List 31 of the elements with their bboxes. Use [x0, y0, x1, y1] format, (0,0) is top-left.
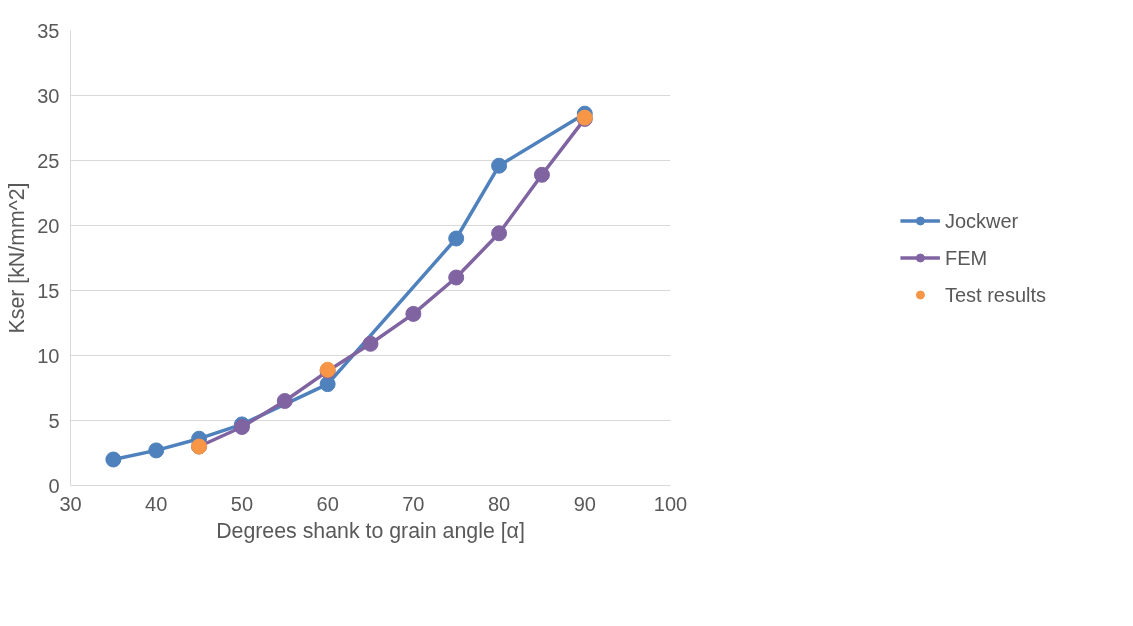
point: [491, 225, 508, 242]
legend-label: Jockwer: [944, 209, 1019, 232]
y-tick-label: 20: [37, 214, 60, 237]
point: [105, 451, 122, 468]
y-tick-label: 25: [37, 149, 60, 172]
x-tick-label: 50: [230, 492, 254, 515]
legend-label: Test results: [944, 283, 1047, 306]
y-tick-label: 10: [37, 344, 60, 367]
point: [319, 376, 336, 393]
point: [448, 269, 465, 286]
point: [276, 393, 293, 409]
x-tick-label: 90: [573, 492, 596, 515]
x-tick-label: 70: [402, 492, 425, 515]
y-axis-title: Kser [kN/mm^2]: [5, 182, 30, 334]
point: [362, 335, 379, 352]
y-tick-label: 15: [37, 279, 60, 302]
x-tick-label: 60: [316, 492, 339, 515]
y-tick-label: 35: [37, 19, 60, 42]
x-axis-title: Degrees shank to grain angle [α]: [216, 518, 525, 543]
y-tick-label: 5: [48, 409, 60, 432]
legend-label: FEM: [944, 246, 988, 269]
point: [533, 166, 550, 183]
point: [405, 305, 422, 322]
point: [148, 442, 165, 459]
x-tick-label: 100: [653, 492, 688, 515]
point: [448, 230, 465, 247]
y-tick-label: 0: [48, 474, 60, 497]
point: [491, 157, 508, 174]
x-tick-label: 40: [145, 492, 168, 515]
x-tick-label: 80: [487, 492, 511, 515]
y-tick-label: 30: [37, 84, 60, 107]
